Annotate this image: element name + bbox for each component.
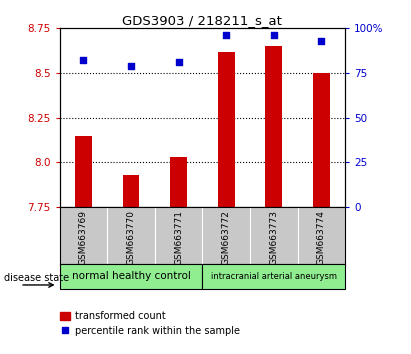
Bar (313, 73, 330, 207)
Bar (122, 175, 139, 207)
Text: intracranial arterial aneurysm: intracranial arterial aneurysm (211, 272, 337, 281)
Point (128, 63, 134, 69)
Bar (170, 157, 187, 207)
Text: GSM663773: GSM663773 (269, 210, 278, 265)
Point (175, 59, 182, 65)
Bar (218, 52, 235, 207)
Text: GSM663769: GSM663769 (79, 210, 88, 265)
Point (318, 38, 325, 44)
Point (80, 58, 87, 63)
Bar (75, 136, 92, 207)
Text: disease state: disease state (4, 273, 69, 283)
Bar (202, 264, 345, 289)
Bar (266, 46, 282, 207)
Text: normal healthy control: normal healthy control (72, 271, 190, 281)
Point (270, 33, 277, 38)
Legend: transformed count, percentile rank within the sample: transformed count, percentile rank withi… (58, 309, 242, 338)
Text: GSM663774: GSM663774 (317, 210, 326, 265)
Text: GSM663770: GSM663770 (127, 210, 136, 265)
Title: GDS3903 / 218211_s_at: GDS3903 / 218211_s_at (122, 14, 282, 27)
Point (223, 33, 229, 38)
Text: GSM663771: GSM663771 (174, 210, 183, 265)
Text: GSM663772: GSM663772 (222, 210, 231, 265)
Bar (60, 264, 202, 289)
